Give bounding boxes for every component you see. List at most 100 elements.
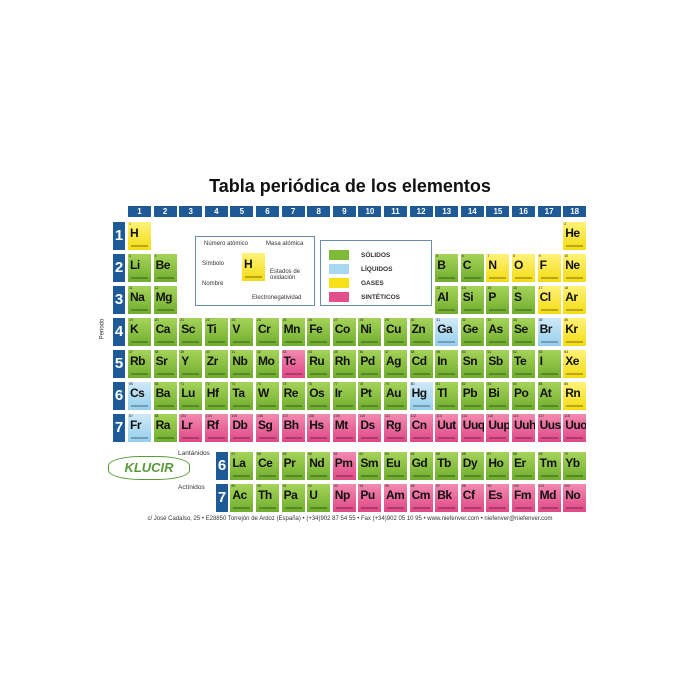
- element-cell-sg: 106 Sg: [256, 414, 279, 442]
- element-cell-sb: 51 Sb: [486, 350, 510, 378]
- element-details: [233, 405, 251, 407]
- element-details: [463, 437, 481, 439]
- element-cell-eu: 63 Eu: [384, 452, 407, 480]
- element-symbol: Au: [386, 386, 402, 400]
- element-symbol: Ga: [437, 322, 453, 336]
- element-symbol: P: [488, 290, 496, 304]
- atomic-number: 29: [385, 318, 389, 322]
- element-details: [284, 341, 302, 343]
- period-header: 4: [113, 318, 125, 346]
- element-symbol: Be: [155, 258, 171, 272]
- element-symbol: Hf: [206, 386, 219, 400]
- element-symbol: Ti: [206, 322, 217, 336]
- element-symbol: Co: [334, 322, 351, 336]
- element-symbol: Ni: [360, 322, 372, 336]
- element-symbol: Ho: [488, 456, 504, 470]
- atomic-number: 75: [282, 382, 287, 386]
- element-symbol: Na: [130, 290, 145, 304]
- group-header: 9: [332, 206, 356, 217]
- element-details: [284, 507, 302, 509]
- element-details: [515, 309, 532, 311]
- element-details: [233, 475, 251, 477]
- atomic-number: 57: [231, 452, 236, 456]
- element-details: [412, 437, 430, 439]
- element-cell-sc: 21 Sc: [179, 318, 203, 346]
- element-cell-ga: 31 Ga: [435, 318, 459, 346]
- element-cell-sr: 38 Sr: [153, 350, 177, 378]
- element-details: [412, 341, 430, 343]
- element-cell-ac: 89 Ac: [230, 484, 254, 512]
- element-details: [489, 475, 507, 477]
- group-header: 18: [563, 206, 587, 217]
- element-details: [540, 437, 558, 439]
- atomic-number: 80: [410, 382, 415, 386]
- element-symbol: Cm: [411, 488, 431, 502]
- element-details: [361, 341, 379, 343]
- element-cell-ag: 47 Ag: [384, 350, 407, 378]
- atomic-number: 63: [385, 452, 389, 456]
- atomic-number: 22: [205, 318, 210, 322]
- atomic-number: 71: [180, 382, 185, 386]
- element-cell-uut: 113 Uut: [435, 414, 459, 442]
- atomic-number: 28: [359, 318, 364, 322]
- element-cell-re: 75 Re: [281, 382, 305, 410]
- element-details: [284, 405, 302, 407]
- group-header: 5: [230, 206, 254, 217]
- element-symbol: Br: [539, 322, 553, 336]
- element-cell-w: 74 W: [256, 382, 279, 410]
- atomic-number: 6: [461, 254, 464, 258]
- key-example-cell: H: [242, 253, 265, 281]
- element-symbol: Ta: [232, 386, 245, 400]
- atomic-number: 100: [513, 484, 519, 488]
- element-symbol: Zn: [411, 322, 426, 336]
- element-details: [566, 341, 584, 343]
- element-details: [259, 475, 276, 477]
- element-details: [489, 277, 507, 279]
- element-details: [182, 437, 200, 439]
- atomic-number: 46: [359, 350, 364, 354]
- element-symbol: Cd: [411, 354, 428, 368]
- element-details: [515, 341, 532, 343]
- element-details: [310, 437, 328, 439]
- atomic-number: 67: [487, 452, 492, 456]
- element-cell-as: 33 As: [486, 318, 510, 346]
- element-symbol: Pd: [360, 354, 375, 368]
- element-cell-ge: 32 Ge: [460, 318, 484, 346]
- group-header: 11: [384, 206, 407, 217]
- element-cell-po: 84 Po: [512, 382, 535, 410]
- atomic-number: 40: [205, 350, 210, 354]
- atomic-number: 34: [513, 318, 517, 322]
- atomic-number: 16: [513, 286, 517, 290]
- element-symbol: Ce: [258, 456, 273, 470]
- atomic-number: 60: [308, 452, 313, 456]
- element-details: [489, 437, 507, 439]
- atomic-number: 48: [410, 350, 415, 354]
- atomic-number: 55: [129, 382, 133, 386]
- atomic-number: 68: [513, 452, 517, 456]
- element-details: [463, 341, 481, 343]
- atomic-number: 113: [436, 414, 442, 418]
- element-cell-si: 14 Si: [460, 286, 484, 314]
- atomic-number: 47: [385, 350, 389, 354]
- element-symbol: H: [130, 226, 139, 240]
- group-header: 3: [179, 206, 203, 217]
- element-symbol: Am: [386, 488, 405, 502]
- element-symbol: Cf: [462, 488, 475, 502]
- element-cell-uus: 117 Uus: [537, 414, 561, 442]
- element-symbol: U: [309, 488, 318, 502]
- element-details: [156, 405, 174, 407]
- atomic-number: 31: [436, 318, 441, 322]
- element-cell-y: 39 Y: [179, 350, 203, 378]
- element-details: [515, 507, 532, 509]
- element-symbol: Mo: [258, 354, 275, 368]
- group-header: 2: [153, 206, 177, 217]
- atomic-number: 97: [436, 484, 441, 488]
- lanthanides-period: 6: [216, 452, 228, 480]
- atomic-number: 5: [436, 254, 439, 258]
- atomic-number: 82: [461, 382, 466, 386]
- element-cell-in: 49 In: [435, 350, 459, 378]
- element-details: [387, 341, 404, 343]
- element-symbol: N: [488, 258, 497, 272]
- element-cell-tm: 69 Tm: [537, 452, 561, 480]
